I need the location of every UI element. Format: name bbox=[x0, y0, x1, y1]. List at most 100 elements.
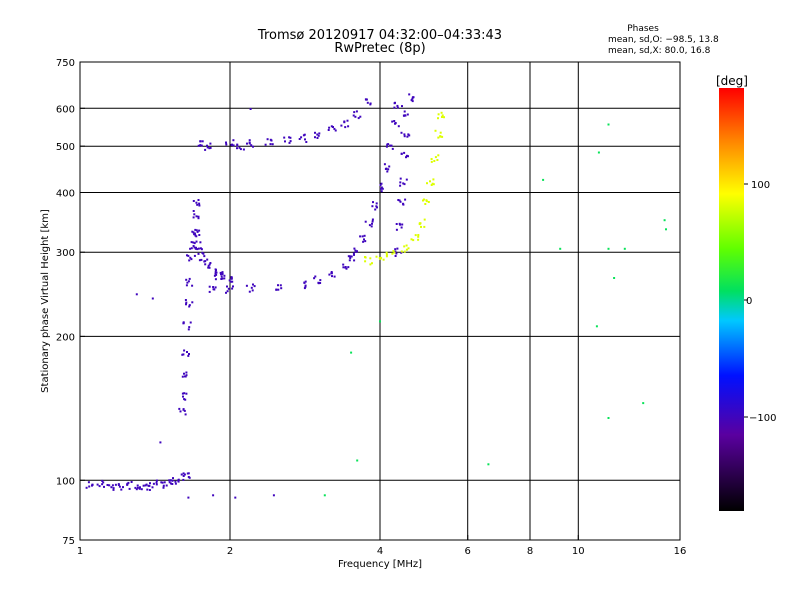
data-point bbox=[400, 251, 403, 254]
data-point bbox=[597, 151, 600, 154]
data-point bbox=[363, 238, 365, 241]
data-point bbox=[187, 354, 190, 357]
data-point bbox=[228, 279, 231, 282]
data-point bbox=[192, 241, 195, 244]
data-point bbox=[314, 131, 316, 134]
data-point bbox=[230, 276, 233, 279]
data-point bbox=[197, 144, 200, 147]
data-point bbox=[225, 143, 228, 146]
data-point bbox=[313, 277, 316, 280]
x-axis-ticks: 1 2 4 6 8 10 16 bbox=[77, 535, 686, 557]
data-point bbox=[401, 105, 403, 108]
data-point bbox=[397, 199, 400, 201]
data-point bbox=[344, 126, 347, 129]
data-point bbox=[245, 284, 248, 287]
data-point bbox=[407, 155, 409, 158]
data-point bbox=[330, 125, 333, 128]
data-point bbox=[277, 288, 280, 291]
data-point bbox=[349, 257, 352, 259]
data-point bbox=[188, 305, 191, 308]
data-point bbox=[248, 139, 251, 142]
data-point bbox=[204, 263, 207, 266]
data-point bbox=[208, 263, 211, 266]
data-point bbox=[387, 168, 390, 171]
data-point bbox=[178, 407, 181, 410]
data-point bbox=[389, 144, 392, 147]
data-point bbox=[375, 255, 378, 258]
data-point bbox=[405, 154, 408, 157]
data-point bbox=[214, 286, 217, 289]
data-point bbox=[433, 160, 436, 162]
data-point bbox=[400, 152, 403, 155]
data-point bbox=[403, 245, 406, 248]
data-point bbox=[148, 489, 151, 491]
data-point bbox=[396, 106, 399, 109]
data-point bbox=[199, 241, 202, 244]
x-tick-label: 1 bbox=[77, 546, 83, 557]
data-point bbox=[436, 159, 439, 161]
data-point bbox=[417, 235, 420, 238]
data-point bbox=[183, 473, 186, 476]
data-point bbox=[386, 143, 389, 146]
phase-stats-x: mean, sd,X: 80.0, 16.8 bbox=[608, 46, 711, 56]
data-point bbox=[304, 138, 306, 141]
data-point bbox=[316, 133, 319, 136]
y-tick-label: 300 bbox=[56, 248, 75, 259]
data-point bbox=[323, 494, 326, 497]
data-point bbox=[350, 351, 353, 354]
data-point bbox=[200, 248, 203, 251]
data-point bbox=[203, 255, 206, 258]
data-point bbox=[423, 198, 425, 201]
data-point bbox=[220, 278, 223, 280]
data-point bbox=[177, 480, 180, 483]
data-point bbox=[355, 250, 358, 253]
data-point bbox=[411, 100, 414, 103]
data-point bbox=[372, 201, 374, 204]
data-point bbox=[185, 278, 188, 281]
data-point bbox=[394, 255, 397, 257]
data-point bbox=[487, 463, 490, 466]
data-point bbox=[170, 482, 172, 485]
data-point bbox=[192, 200, 195, 202]
data-point bbox=[386, 170, 389, 173]
data-point bbox=[195, 215, 198, 218]
data-point bbox=[189, 321, 192, 324]
data-point bbox=[399, 184, 402, 187]
y-axis-label: Stationary phase Virtual Height [km] bbox=[40, 209, 51, 393]
data-point bbox=[229, 280, 232, 283]
data-point bbox=[663, 219, 666, 222]
data-point bbox=[432, 178, 435, 181]
data-point bbox=[314, 136, 316, 139]
data-point bbox=[201, 140, 204, 143]
data-point bbox=[394, 248, 397, 251]
data-point bbox=[225, 141, 227, 144]
data-point bbox=[199, 140, 202, 143]
data-point bbox=[198, 259, 201, 262]
data-point bbox=[346, 119, 349, 122]
data-point bbox=[347, 255, 350, 258]
data-point bbox=[411, 97, 414, 100]
data-point bbox=[437, 136, 440, 139]
data-point bbox=[410, 238, 413, 241]
data-point bbox=[102, 481, 105, 484]
data-point bbox=[149, 482, 151, 485]
data-point bbox=[225, 291, 227, 294]
data-point bbox=[193, 213, 196, 216]
data-point bbox=[280, 287, 283, 290]
x-tick-label: 2 bbox=[227, 546, 233, 557]
data-point bbox=[304, 285, 307, 288]
data-point bbox=[232, 285, 234, 288]
data-point bbox=[195, 201, 198, 204]
data-point bbox=[370, 225, 373, 228]
data-point bbox=[404, 198, 407, 201]
data-point bbox=[206, 144, 208, 147]
data-point bbox=[352, 252, 355, 255]
data-point bbox=[343, 120, 346, 123]
data-point bbox=[391, 120, 394, 123]
data-point bbox=[391, 147, 394, 150]
data-point bbox=[365, 98, 368, 101]
data-point bbox=[303, 287, 306, 290]
data-point bbox=[198, 229, 201, 232]
data-point bbox=[304, 280, 307, 283]
data-point bbox=[184, 299, 187, 301]
